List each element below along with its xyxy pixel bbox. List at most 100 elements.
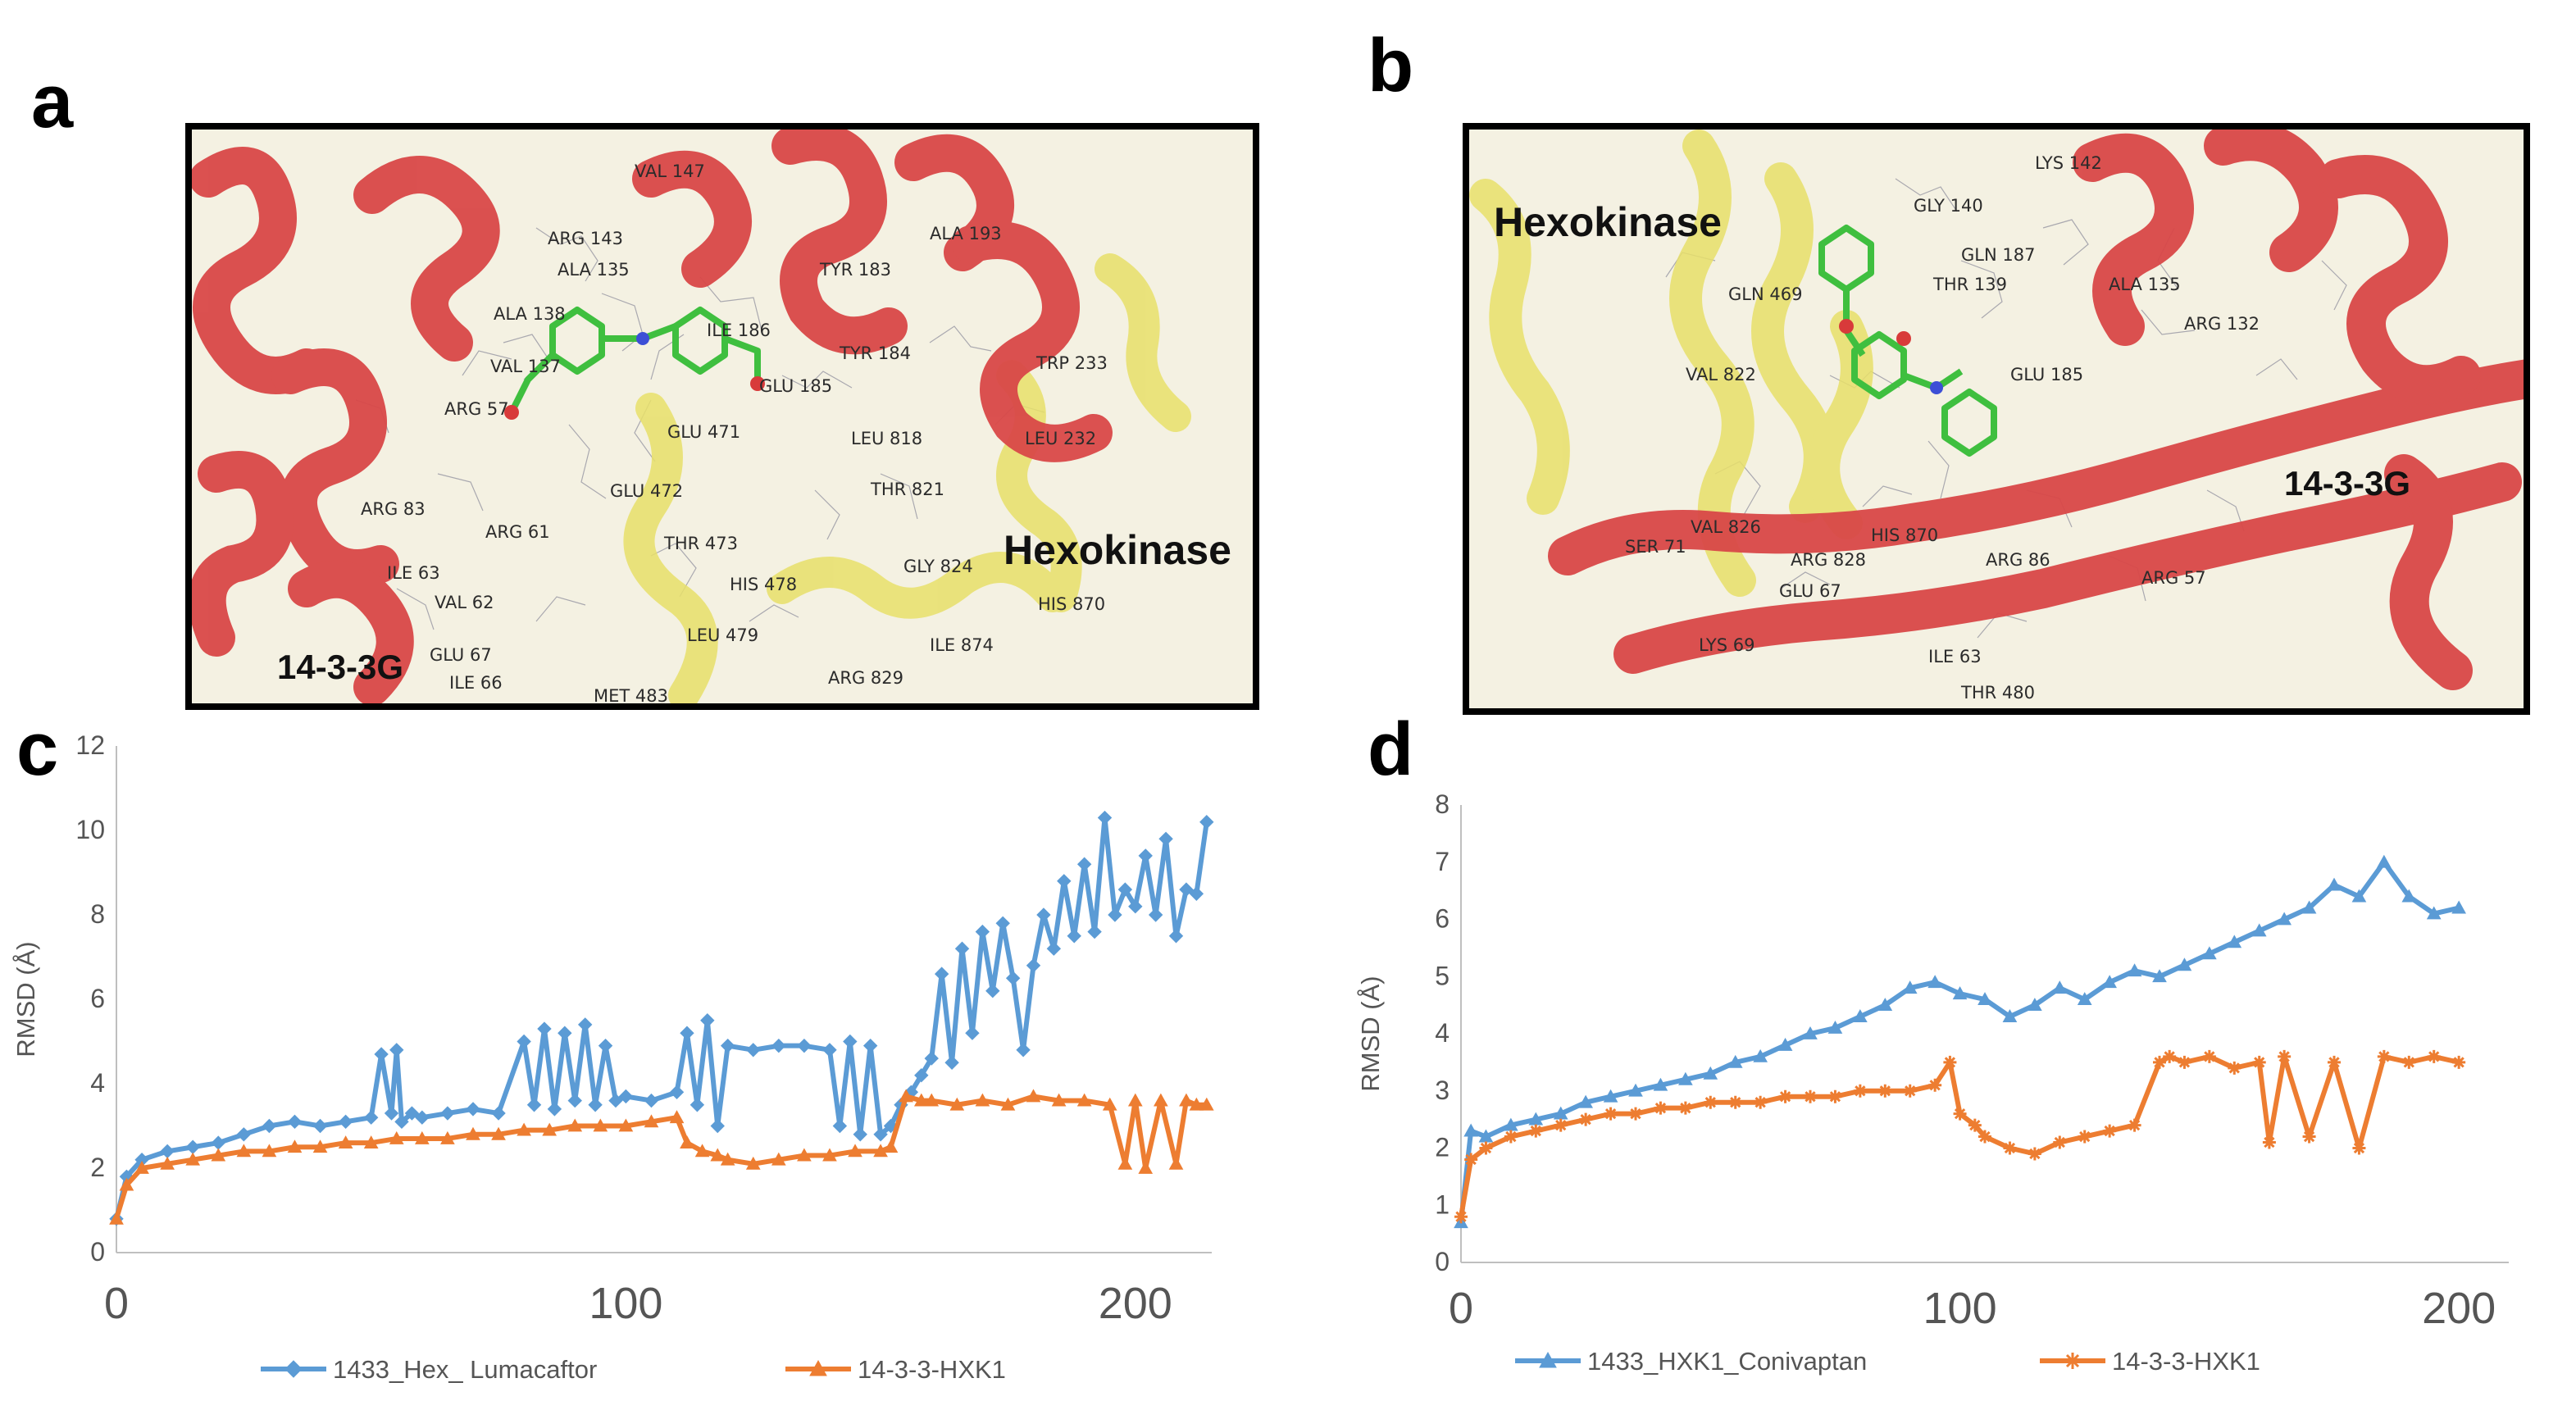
- panel-b-structure: LYS 142 GLY 140 GLN 187 THR 139 ALA 135 …: [1463, 123, 2530, 715]
- data-point: [2262, 1135, 2276, 1149]
- data-point: [1853, 1009, 1868, 1022]
- data-point: [1000, 1097, 1016, 1111]
- data-point: [1579, 1112, 1593, 1126]
- data-point: [1953, 1107, 1967, 1121]
- y-tick-label: 2: [90, 1153, 105, 1182]
- data-point: [262, 1144, 277, 1158]
- panel-label-b: b: [1368, 24, 1414, 107]
- data-point: [394, 1114, 409, 1130]
- x-tick-label: 100: [1923, 1284, 1997, 1333]
- data-point: [517, 1034, 531, 1049]
- y-axis-label: RMSD (Å): [11, 941, 40, 1057]
- residue-label: GLU 185: [759, 376, 832, 396]
- data-point: [924, 1051, 939, 1066]
- structure-a-svg: VAL 147 ARG 143 ALA 135 ALA 193 TYR 183 …: [192, 130, 1253, 703]
- y-tick-label: 4: [90, 1068, 105, 1098]
- data-point: [2002, 1009, 2018, 1022]
- y-tick-label: 8: [1435, 789, 1450, 819]
- legend-marker: [2064, 1353, 2081, 1369]
- data-point: [211, 1148, 226, 1162]
- data-point: [1128, 898, 1143, 914]
- data-point: [2128, 1118, 2141, 1132]
- data-point: [312, 1118, 328, 1134]
- data-point: [2402, 1055, 2416, 1069]
- data-point: [1943, 1055, 1957, 1069]
- data-point: [618, 1089, 634, 1104]
- data-point: [119, 1177, 134, 1191]
- data-point: [644, 1114, 659, 1128]
- data-point: [567, 1093, 582, 1108]
- data-point: [771, 1152, 786, 1166]
- x-tick-label: 200: [2422, 1284, 2496, 1333]
- data-point: [547, 1102, 562, 1117]
- data-point: [975, 924, 990, 939]
- data-point: [1777, 1037, 1793, 1051]
- data-point: [389, 1130, 404, 1144]
- residue-label: THR 139: [1932, 275, 2007, 294]
- residue-label: VAL 822: [1686, 365, 1756, 384]
- data-point: [1189, 1097, 1204, 1111]
- data-point: [363, 1135, 379, 1148]
- data-point: [1978, 992, 1992, 1006]
- data-point: [2227, 935, 2242, 948]
- data-point: [1138, 848, 1153, 863]
- data-point: [1754, 1095, 1768, 1109]
- residue-label: THR 480: [1960, 683, 2035, 703]
- data-point: [913, 1093, 929, 1107]
- data-point: [924, 1093, 940, 1107]
- y-tick-label: 10: [75, 815, 105, 844]
- data-point: [1005, 971, 1021, 985]
- structure-b-svg: LYS 142 GLY 140 GLN 187 THR 139 ALA 135 …: [1469, 130, 2524, 708]
- data-point: [2053, 1135, 2067, 1149]
- data-point: [1603, 1089, 1618, 1103]
- residue-label: VAL 826: [1691, 517, 1761, 537]
- y-tick-label: 12: [75, 730, 105, 760]
- data-point: [1076, 857, 1092, 871]
- data-point: [2327, 877, 2342, 891]
- y-tick-label: 4: [1435, 1018, 1450, 1048]
- data-point: [1654, 1101, 1668, 1115]
- data-point: [965, 1026, 980, 1040]
- y-axis-label: RMSD (Å): [1356, 976, 1385, 1091]
- data-point: [1199, 1097, 1214, 1111]
- data-point: [2277, 912, 2292, 926]
- data-point: [1978, 1130, 1991, 1144]
- data-point: [832, 1118, 848, 1134]
- data-point: [720, 1038, 735, 1053]
- data-point: [2077, 992, 2092, 1006]
- data-point: [1678, 1071, 1693, 1085]
- data-point: [312, 1139, 328, 1153]
- data-point: [2302, 1130, 2316, 1144]
- residue-label: VAL 147: [635, 161, 705, 181]
- data-point: [593, 1118, 608, 1132]
- data-point: [2028, 998, 2042, 1012]
- data-point: [822, 1043, 837, 1058]
- residue-label: LEU 479: [687, 625, 758, 645]
- data-point: [1464, 1153, 1478, 1167]
- data-point: [1179, 1093, 1194, 1107]
- protein-label-hexokinase: Hexokinase: [1004, 527, 1231, 573]
- data-point: [2427, 1049, 2441, 1063]
- data-point: [1479, 1141, 1493, 1155]
- residue-label: HIS 478: [730, 575, 797, 594]
- residue-label: GLY 140: [1914, 196, 1983, 216]
- data-point: [287, 1114, 303, 1130]
- legend-marker: [809, 1359, 827, 1376]
- data-point: [1902, 980, 1918, 994]
- data-point: [1554, 1118, 1568, 1132]
- data-point: [1604, 1107, 1618, 1121]
- residue-label: GLU 67: [430, 645, 492, 665]
- data-point: [384, 1106, 399, 1121]
- data-point: [1629, 1107, 1642, 1121]
- data-point: [1026, 958, 1041, 973]
- data-point: [2228, 1061, 2241, 1075]
- data-point: [949, 1097, 965, 1111]
- data-point: [404, 1106, 420, 1121]
- data-point: [694, 1144, 710, 1158]
- data-point: [2178, 1055, 2191, 1069]
- data-point: [2052, 980, 2068, 994]
- data-point: [338, 1114, 353, 1130]
- data-point: [669, 1085, 685, 1100]
- residue-label: TYR 184: [839, 343, 911, 363]
- data-point: [899, 1089, 914, 1103]
